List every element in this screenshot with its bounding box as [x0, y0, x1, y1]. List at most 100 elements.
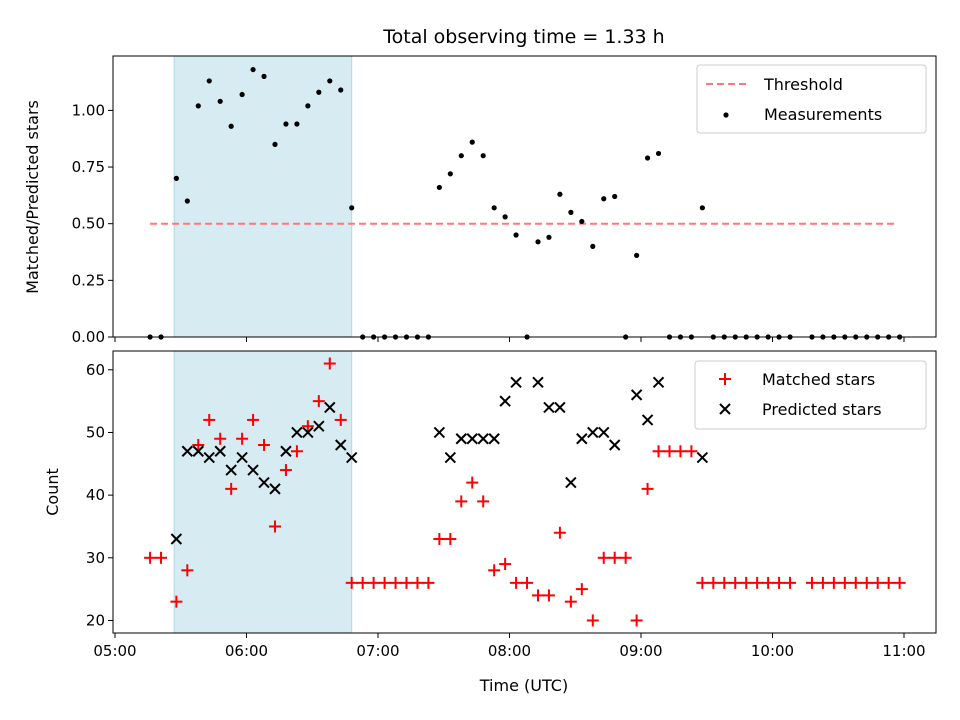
x-tick-label: 06:00 — [225, 642, 268, 660]
chart-title: Total observing time = 1.33 h — [382, 26, 664, 48]
predicted-stars-point — [258, 476, 270, 489]
matched-stars-point — [422, 576, 435, 589]
matched-stars-point — [378, 576, 391, 589]
measurement-point — [261, 73, 267, 79]
x-tick-label: 11:00 — [882, 642, 925, 660]
predicted-stars-point — [510, 376, 522, 389]
matched-stars-point — [838, 576, 851, 589]
matched-stars-point — [663, 445, 676, 458]
x-tick-label: 08:00 — [488, 642, 531, 660]
matched-stars-point — [367, 576, 380, 589]
predicted-stars-point — [225, 464, 237, 476]
x-tick-label: 10:00 — [751, 642, 794, 660]
measurement-point — [436, 184, 442, 191]
bottom-y-tick-label: 60 — [86, 361, 105, 379]
predicted-stars-point — [543, 401, 555, 414]
measurement-point — [458, 153, 464, 159]
matched-stars-point — [564, 595, 577, 608]
measurement-point — [601, 196, 607, 202]
matched-stars-point — [531, 589, 544, 602]
measurement-point — [557, 191, 563, 197]
matched-stars-point — [268, 520, 281, 533]
predicted-stars-point — [345, 451, 358, 464]
legend-predicted-swatch — [719, 403, 731, 415]
predicted-stars-point — [466, 433, 478, 445]
measurement-point — [294, 121, 300, 127]
matched-stars-point — [510, 576, 523, 589]
measurement-point — [250, 66, 256, 73]
matched-stars-point — [170, 595, 183, 608]
matched-stars-point — [608, 551, 621, 564]
predicted-stars-point — [576, 433, 588, 445]
predicted-stars-point — [608, 439, 621, 451]
measurement-point — [590, 243, 596, 249]
top-y-tick-label: 0.75 — [72, 158, 105, 176]
measurement-point — [239, 91, 245, 98]
top-legend: Threshold Measurements — [696, 64, 927, 134]
predicted-stars-point — [696, 451, 709, 464]
measurement-point — [305, 103, 311, 109]
measurement-point — [349, 205, 355, 211]
matched-stars-point — [893, 576, 906, 589]
matched-stars-point — [521, 576, 534, 589]
predicted-stars-point — [499, 395, 511, 407]
matched-stars-point — [827, 576, 840, 589]
matched-stars-point — [290, 445, 303, 458]
measurement-point — [184, 198, 190, 204]
measurement-point — [228, 123, 234, 129]
predicted-stars-point — [313, 420, 325, 432]
top-y-tick-label: 1.00 — [72, 101, 105, 119]
top-y-tick-label: 0.50 — [72, 215, 105, 233]
matched-stars-point — [144, 551, 157, 564]
matched-stars-point — [773, 576, 786, 589]
legend-matched-swatch — [719, 373, 731, 385]
matched-stars-point — [214, 432, 227, 445]
bottom-axes-frame — [112, 350, 937, 634]
predicted-stars-point — [269, 483, 281, 495]
matched-stars-point — [575, 583, 588, 596]
x-tick-label: 09:00 — [619, 642, 662, 660]
top-y-tick-label: 0.25 — [72, 271, 105, 289]
measurement-point — [338, 87, 344, 93]
predicted-stars-point — [652, 376, 665, 389]
bottom-y-axis-label: Count — [43, 468, 62, 516]
matched-stars-point — [619, 551, 632, 564]
measurement-point — [535, 239, 541, 245]
top-highlight-span — [173, 55, 353, 338]
matched-stars-point — [455, 495, 468, 508]
matched-stars-point — [225, 482, 238, 495]
legend-measurements-swatch — [723, 112, 729, 118]
matched-stars-point — [641, 482, 654, 495]
predicted-stars-point — [565, 476, 577, 489]
predicted-stars-point — [214, 445, 226, 457]
bottom-legend-frame — [694, 360, 927, 430]
matched-stars-point — [499, 558, 512, 571]
measurement-point — [272, 141, 278, 147]
matched-stars-point — [192, 439, 205, 451]
measurement-point — [173, 175, 179, 181]
matched-stars-point — [860, 576, 873, 589]
matched-stars-point — [203, 413, 216, 426]
measurement-point — [644, 155, 651, 161]
matched-stars-point — [247, 413, 260, 426]
matched-stars-point — [784, 576, 797, 589]
matched-stars-point — [586, 614, 599, 627]
matched-stars-point — [718, 576, 731, 589]
matched-stars-point — [488, 564, 501, 577]
measurement-point — [568, 209, 574, 215]
measurement-point — [283, 121, 289, 127]
predicted-stars-point — [455, 433, 467, 445]
legend-measurements-label: Measurements — [764, 105, 882, 124]
matched-stars-point — [553, 526, 566, 539]
predicted-stars-point — [433, 426, 446, 439]
measurement-point — [480, 153, 486, 159]
measurement-point — [612, 193, 618, 200]
predicted-stars-point — [477, 433, 489, 445]
matched-stars-point — [181, 564, 194, 577]
predicted-stars-point — [302, 426, 314, 439]
predicted-stars-point — [192, 445, 204, 457]
predicted-stars-point — [444, 451, 457, 464]
measurement-point — [316, 89, 322, 95]
predicted-stars-point — [170, 533, 183, 545]
